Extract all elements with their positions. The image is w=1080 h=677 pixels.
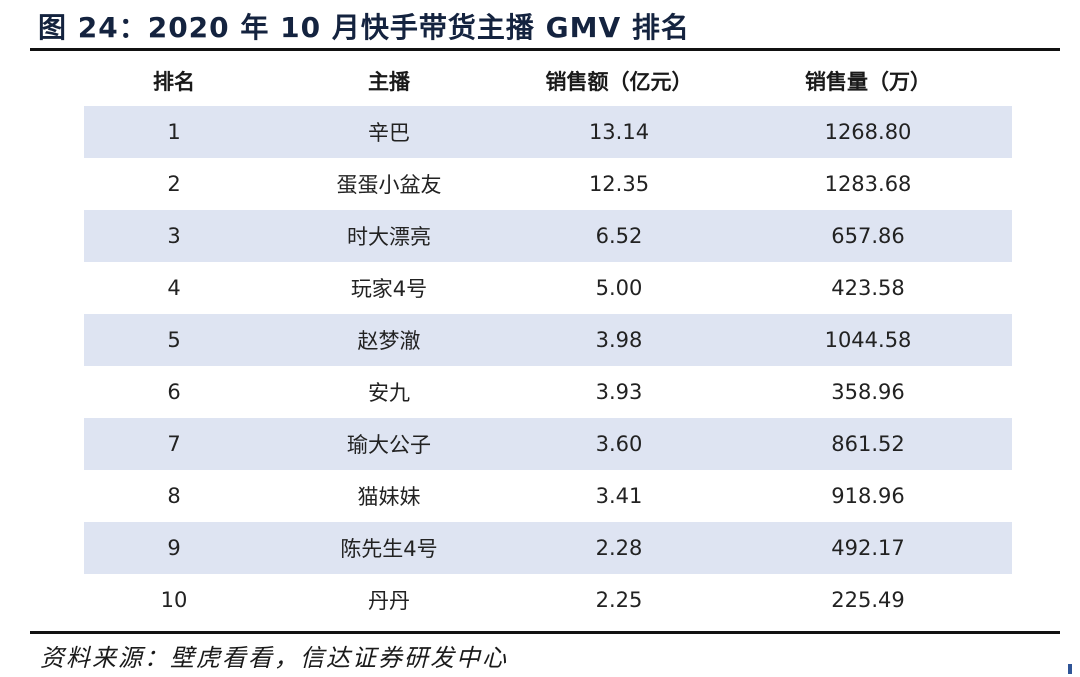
table-row: 8 猫妹妹 3.41 918.96 [84, 470, 1012, 522]
cell-sales-volume: 918.96 [831, 484, 905, 508]
cell-sales-volume: 358.96 [831, 380, 905, 404]
cell-anchor: 时大漂亮 [264, 210, 514, 262]
table-row: 3 时大漂亮 6.52 657.86 [84, 210, 1012, 262]
table-row: 4 玩家4号 5.00 423.58 [84, 262, 1012, 314]
cell-anchor: 玩家4号 [350, 277, 428, 301]
cell-rank: 6 [167, 380, 181, 404]
cell-anchor: 陈先生4号 [264, 522, 514, 574]
cell-anchor: 辛巴 [264, 106, 514, 158]
table-row: 2 蛋蛋小盆友 12.35 1283.68 [84, 158, 1012, 210]
table-row: 9 陈先生4号 2.28 492.17 [84, 522, 1012, 574]
cell-sales-volume: 225.49 [831, 588, 905, 612]
cell-anchor: 赵梦澈 [264, 314, 514, 366]
header-sales-volume: 销售量（万） [805, 70, 931, 94]
cell-sales-amount: 3.93 [595, 380, 643, 404]
cell-rank: 1 [84, 106, 264, 158]
page-corner-mark [1068, 664, 1072, 674]
cell-sales-amount: 3.98 [514, 314, 724, 366]
cell-sales-volume: 1268.80 [724, 106, 1012, 158]
cell-sales-volume: 423.58 [831, 276, 905, 300]
cell-sales-amount: 2.28 [514, 522, 724, 574]
cell-sales-amount: 5.00 [595, 276, 643, 300]
title-rule [30, 48, 1060, 51]
cell-rank: 4 [167, 276, 181, 300]
cell-rank: 3 [84, 210, 264, 262]
cell-rank: 8 [167, 484, 181, 508]
table-header-row: 排名 主播 销售额（亿元） 销售量（万） [84, 56, 1012, 106]
cell-anchor: 蛋蛋小盆友 [336, 173, 442, 197]
header-rank: 排名 [153, 70, 195, 94]
cell-sales-volume: 861.52 [724, 418, 1012, 470]
cell-sales-amount: 3.60 [514, 418, 724, 470]
header-sales-amount: 销售额（亿元） [545, 70, 693, 94]
cell-anchor: 丹丹 [368, 589, 410, 613]
table-row: 10 丹丹 2.25 225.49 [84, 574, 1012, 626]
cell-sales-volume: 1283.68 [824, 172, 912, 196]
cell-sales-amount: 13.14 [514, 106, 724, 158]
cell-sales-amount: 6.52 [514, 210, 724, 262]
cell-sales-volume: 492.17 [724, 522, 1012, 574]
cell-sales-volume: 657.86 [724, 210, 1012, 262]
cell-anchor: 猫妹妹 [357, 485, 421, 509]
cell-sales-volume: 1044.58 [724, 314, 1012, 366]
cell-anchor: 安九 [368, 381, 410, 405]
cell-anchor: 瑜大公子 [264, 418, 514, 470]
cell-sales-amount: 12.35 [588, 172, 650, 196]
cell-rank: 10 [160, 588, 188, 612]
source-note: 资料来源：壁虎看看，信达证券研发中心 [40, 644, 508, 672]
header-anchor: 主播 [368, 70, 410, 94]
cell-sales-amount: 2.25 [595, 588, 643, 612]
cell-rank: 9 [84, 522, 264, 574]
cell-sales-amount: 3.41 [595, 484, 643, 508]
table-row: 1 辛巴 13.14 1268.80 [84, 106, 1012, 158]
table-row: 5 赵梦澈 3.98 1044.58 [84, 314, 1012, 366]
ranking-table: 排名 主播 销售额（亿元） 销售量（万） 1 辛巴 13.14 1268.80 … [84, 56, 1012, 626]
figure-title: 图 24：2020 年 10 月快手带货主播 GMV 排名 [38, 11, 690, 44]
bottom-rule [30, 631, 1060, 634]
cell-rank: 5 [84, 314, 264, 366]
cell-rank: 7 [84, 418, 264, 470]
table-row: 7 瑜大公子 3.60 861.52 [84, 418, 1012, 470]
table-row: 6 安九 3.93 358.96 [84, 366, 1012, 418]
cell-rank: 2 [167, 172, 181, 196]
